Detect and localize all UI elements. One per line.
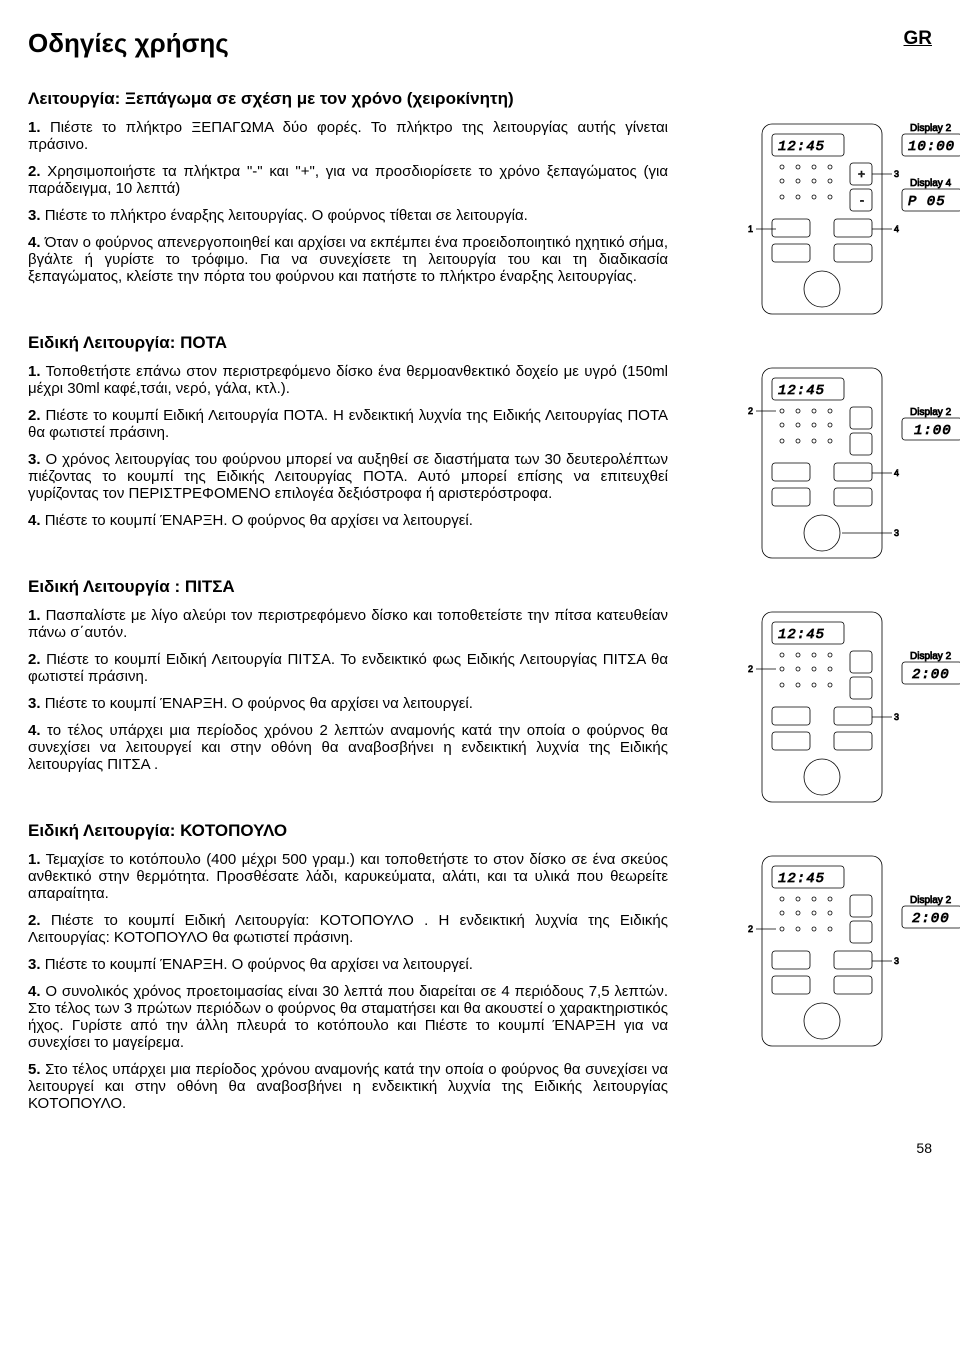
section3-list: 1. Πασπαλίστε με λίγο αλεύρι τον περιστρ… bbox=[28, 607, 668, 773]
svg-text:12:45: 12:45 bbox=[778, 383, 825, 399]
list-item: 3. Πιέστε το κουμπί ΈΝΑΡΞΗ. Ο φούρνος θα… bbox=[28, 695, 668, 712]
list-item: 4. Πιέστε το κουμπί ΈΝΑΡΞΗ. Ο φούρνος θα… bbox=[28, 512, 668, 529]
svg-text:2: 2 bbox=[748, 924, 753, 934]
control-panel-diagram-2: 12:45 1:00 Display 2 2 4 3 bbox=[742, 363, 882, 563]
svg-text:2:00: 2:00 bbox=[912, 911, 950, 927]
list-item: 1. Πασπαλίστε με λίγο αλεύρι τον περιστρ… bbox=[28, 607, 668, 641]
svg-text:10:00: 10:00 bbox=[908, 139, 955, 155]
list-item: 2. Πιέστε το κουμπί Ειδική Λειτουργία ΠΟ… bbox=[28, 407, 668, 441]
list-item: 2. Χρησιμοποιήστε τα πλήκτρα "-" και "+"… bbox=[28, 163, 668, 197]
svg-text:3: 3 bbox=[894, 528, 899, 538]
svg-text:-: - bbox=[860, 193, 864, 207]
svg-text:1:00: 1:00 bbox=[914, 423, 952, 439]
section4-heading: Ειδική Λειτουργία: ΚΟΤΟΠΟΥΛΟ bbox=[28, 821, 932, 841]
list-item: 5. Στο τέλος υπάρχει μια περίοδος χρόνου… bbox=[28, 1061, 668, 1112]
control-panel-diagram-4: 12:45 2:00 Display 2 2 3 bbox=[742, 851, 882, 1051]
list-item: 3. Ο χρόνος λειτουργίας του φούρνου μπορ… bbox=[28, 451, 668, 502]
list-item: 1. Πιέστε το πλήκτρο ΞΕΠΑΓΩΜΑ δύο φορές.… bbox=[28, 119, 668, 153]
svg-text:Display 2: Display 2 bbox=[910, 895, 952, 906]
svg-text:1: 1 bbox=[748, 224, 753, 234]
page-title: Οδηγίες χρήσης bbox=[28, 28, 229, 59]
svg-text:3: 3 bbox=[894, 956, 899, 966]
svg-text:Display 2: Display 2 bbox=[910, 651, 952, 662]
display1-text: 12:45 bbox=[778, 139, 825, 155]
svg-text:12:45: 12:45 bbox=[778, 627, 825, 643]
svg-text:3: 3 bbox=[894, 712, 899, 722]
svg-text:2:00: 2:00 bbox=[912, 667, 950, 683]
svg-text:4: 4 bbox=[894, 468, 899, 478]
list-item: 4. Ο συνολικός χρόνος προετοιμασίας είνα… bbox=[28, 983, 668, 1051]
control-panel-diagram-1: 12:45 + - 10:00 Display 2 P 05 Display 4 bbox=[742, 119, 882, 319]
svg-text:Display 4: Display 4 bbox=[910, 178, 952, 189]
svg-text:12:45: 12:45 bbox=[778, 871, 825, 887]
section2-list: 1. Τοποθετήστε επάνω στον περιστρεφόμενο… bbox=[28, 363, 668, 529]
page-number: 58 bbox=[28, 1140, 932, 1156]
svg-text:2: 2 bbox=[748, 406, 753, 416]
section1-heading: Λειτουργία: Ξεπάγωμα σε σχέση με τον χρό… bbox=[28, 89, 932, 109]
list-item: 2. Πιέστε το κουμπί Ειδική Λειτουργία ΠΙ… bbox=[28, 651, 668, 685]
list-item: 3. Πιέστε το πλήκτρο έναρξης λειτουργίας… bbox=[28, 207, 668, 224]
list-item: 2. Πιέστε το κουμπί Ειδική Λειτουργία: Κ… bbox=[28, 912, 668, 946]
svg-text:Display 2: Display 2 bbox=[910, 407, 952, 418]
section4-list: 1. Τεμαχίσε το κοτόπουλο (400 μέχρι 500 … bbox=[28, 851, 668, 1112]
svg-text:2: 2 bbox=[748, 664, 753, 674]
list-item: 1. Τεμαχίσε το κοτόπουλο (400 μέχρι 500 … bbox=[28, 851, 668, 902]
list-item: 4. το τέλος υπάρχει μια περίοδος χρόνου … bbox=[28, 722, 668, 773]
section2-heading: Ειδική Λειτουργία: ΠΟΤΑ bbox=[28, 333, 932, 353]
section3-heading: Ειδική Λειτουργία : ΠΙΤΣΑ bbox=[28, 577, 932, 597]
svg-text:P 05: P 05 bbox=[908, 194, 946, 210]
section1-list: 1. Πιέστε το πλήκτρο ΞΕΠΑΓΩΜΑ δύο φορές.… bbox=[28, 119, 668, 285]
svg-text:Display 2: Display 2 bbox=[910, 123, 952, 134]
svg-text:4: 4 bbox=[894, 224, 899, 234]
control-panel-diagram-3: 12:45 2:00 Display 2 2 3 bbox=[742, 607, 882, 807]
list-item: 4. Όταν ο φούρνος απενεργοποιηθεί και αρ… bbox=[28, 234, 668, 285]
list-item: 1. Τοποθετήστε επάνω στον περιστρεφόμενο… bbox=[28, 363, 668, 397]
list-item: 3. Πιέστε το κουμπί ΈΝΑΡΞΗ. Ο φούρνος θα… bbox=[28, 956, 668, 973]
language-code: GR bbox=[904, 28, 933, 50]
svg-text:3: 3 bbox=[894, 169, 899, 179]
svg-text:+: + bbox=[858, 167, 865, 181]
